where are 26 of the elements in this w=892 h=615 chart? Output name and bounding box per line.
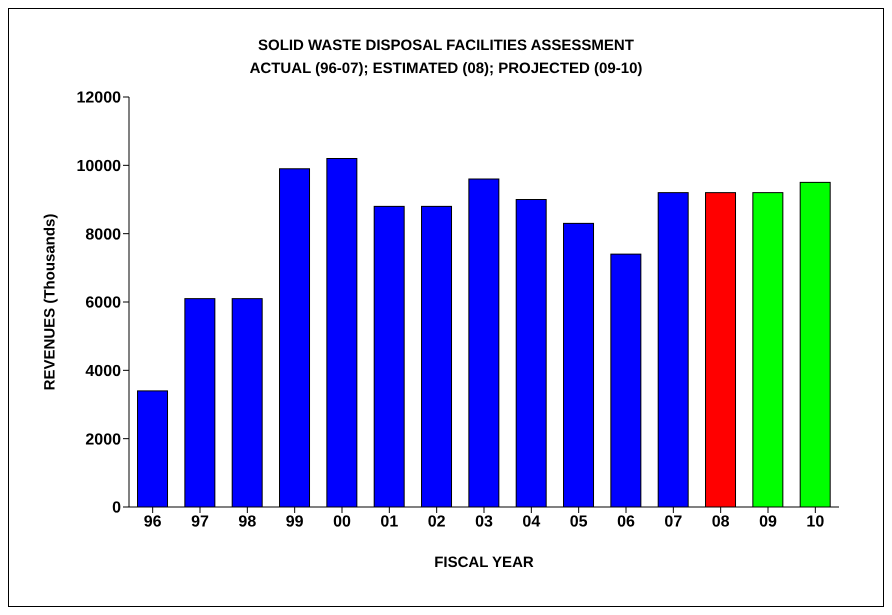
x-tick-label: 99 bbox=[286, 513, 304, 530]
x-tick-label: 98 bbox=[238, 513, 256, 530]
x-tick-label: 00 bbox=[333, 513, 351, 530]
x-tick-label: 08 bbox=[712, 513, 730, 530]
x-tick-label: 03 bbox=[475, 513, 493, 530]
y-tick-label: 2000 bbox=[85, 431, 122, 448]
y-tick-label: 0 bbox=[112, 500, 122, 517]
y-tick-label: 10000 bbox=[76, 158, 122, 176]
y-tick-label: 12000 bbox=[76, 90, 122, 107]
x-tick-label: 06 bbox=[617, 513, 635, 530]
x-tick-label: 07 bbox=[664, 513, 682, 530]
y-tick-label: 6000 bbox=[85, 294, 122, 312]
y-tick-label: 4000 bbox=[85, 363, 122, 380]
chart-subtitle: ACTUAL (96-07); ESTIMATED (08); PROJECTED (09-10) bbox=[248, 60, 644, 77]
y-tick-label: 8000 bbox=[85, 226, 122, 244]
x-axis-title: FISCAL YEAR bbox=[434, 554, 534, 571]
y-axis-title: REVENUES (Thousands) bbox=[41, 214, 58, 390]
x-tick-label: 01 bbox=[380, 513, 398, 530]
x-tick-label: 97 bbox=[191, 513, 209, 530]
chart-title: SOLID WASTE DISPOSAL FACILITIES ASSESSMENT bbox=[257, 37, 635, 54]
x-tick-label: 09 bbox=[759, 513, 777, 530]
x-tick-label: 05 bbox=[570, 513, 588, 530]
x-tick-label: 02 bbox=[428, 513, 446, 530]
x-tick-label: 04 bbox=[522, 513, 540, 530]
x-tick-label: 10 bbox=[806, 513, 824, 530]
x-tick-label: 96 bbox=[144, 513, 162, 530]
